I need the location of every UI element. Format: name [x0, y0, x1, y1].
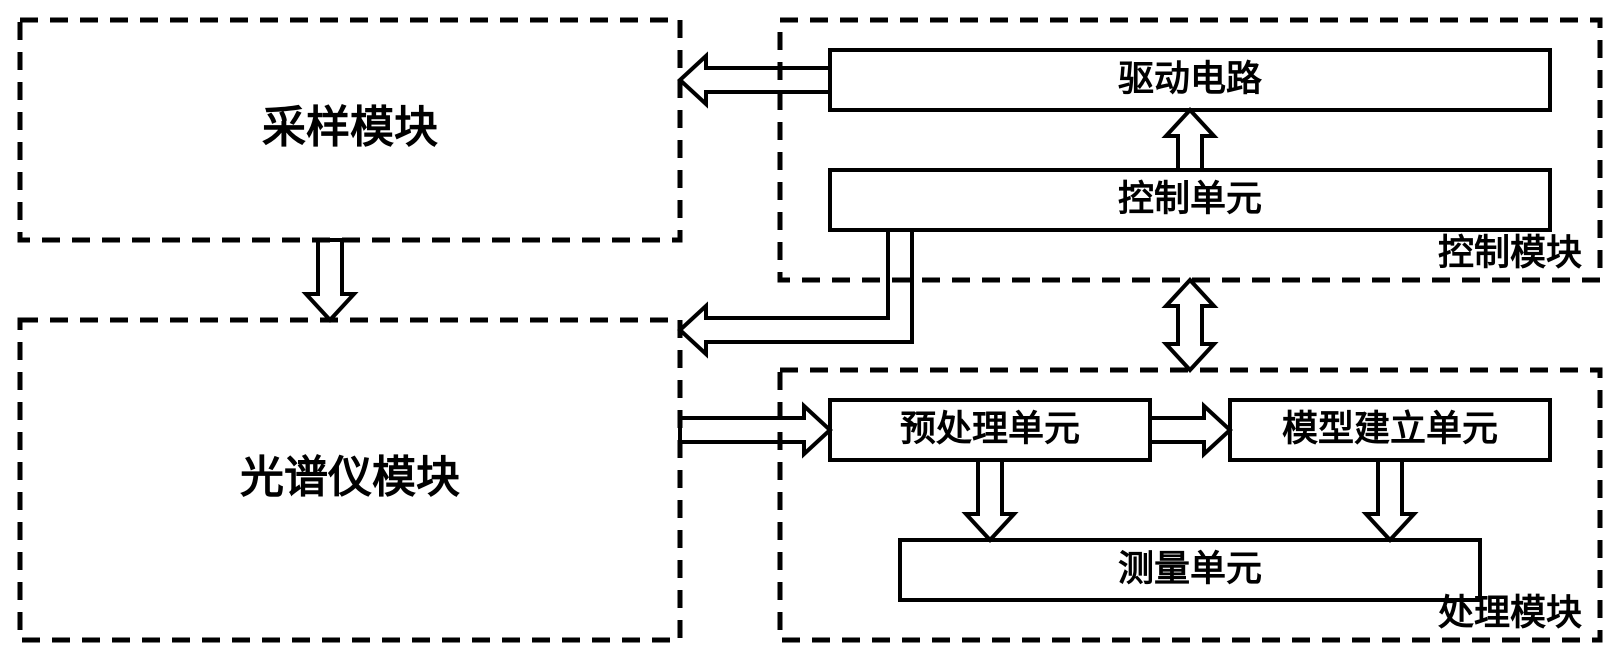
arrow-drive-to-sampling [680, 56, 830, 104]
label-processing: 处理模块 [1438, 592, 1582, 632]
arrow-control-to-spectrometer [680, 230, 912, 354]
label-model: 模型建立单元 [1282, 408, 1498, 448]
label-spectrometer: 光谱仪模块 [240, 453, 460, 502]
label-sampling: 采样模块 [262, 103, 438, 152]
label-drive: 驱动电路 [1118, 58, 1263, 98]
label-measure: 测量单元 [1118, 548, 1262, 588]
arrow-sampling-to-spectrometer [306, 240, 354, 320]
label-control: 控制模块 [1438, 232, 1582, 272]
arrow-model-to-measure [1366, 460, 1414, 540]
arrow-spectrometer-to-preproc [680, 406, 830, 454]
arrow-control-to-processing [1166, 280, 1214, 370]
arrow-preproc-to-model [1150, 406, 1230, 454]
arrow-control-to-drive [1166, 110, 1214, 170]
label-ctrlunit: 控制单元 [1118, 178, 1262, 218]
label-preproc: 预处理单元 [900, 408, 1080, 448]
arrow-preproc-to-measure [966, 460, 1014, 540]
